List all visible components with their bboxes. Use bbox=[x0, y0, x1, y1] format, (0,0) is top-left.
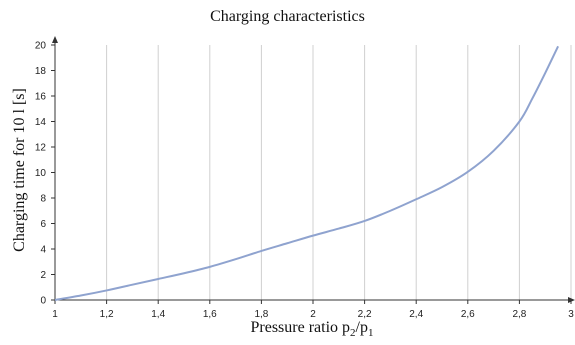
y-tick-label: 4 bbox=[40, 245, 46, 256]
x-tick-label: 2,8 bbox=[512, 309, 526, 320]
series-group bbox=[54, 45, 560, 301]
y-tick-label: 12 bbox=[35, 143, 47, 154]
y-tick-label: 16 bbox=[35, 92, 47, 103]
y-tick-label: 6 bbox=[40, 219, 46, 230]
y-axis-title: Charging time for 10 l [s] bbox=[11, 88, 28, 252]
y-axis-arrow bbox=[52, 36, 58, 43]
y-tick-label: 0 bbox=[40, 296, 46, 307]
y-tick-label: 10 bbox=[35, 168, 47, 179]
x-tick-label: 1,8 bbox=[254, 309, 268, 320]
y-tick-label: 20 bbox=[35, 41, 47, 52]
x-tick-label: 2 bbox=[310, 309, 316, 320]
y-tick-labels: 0 2 4 6 8 10 12 14 16 18 20 bbox=[35, 41, 55, 307]
chart-title: Charging characteristics bbox=[210, 8, 365, 25]
y-tick-label: 14 bbox=[35, 117, 47, 128]
x-tick-label: 2,4 bbox=[409, 309, 423, 320]
y-tick-label: 2 bbox=[40, 270, 46, 281]
x-tick-label: 3 bbox=[568, 309, 574, 320]
x-tick-label: 1,2 bbox=[100, 309, 114, 320]
x-tick-labels: 1 1,2 1,4 1,6 1,8 2 2,2 2,4 2,6 2,8 3 bbox=[52, 300, 574, 320]
x-tick-label: 2,2 bbox=[358, 309, 372, 320]
x-tick-label: 2,6 bbox=[461, 309, 475, 320]
y-tick-label: 18 bbox=[35, 66, 47, 77]
y-tick-label: 8 bbox=[40, 194, 46, 205]
series-line-0 bbox=[54, 45, 560, 301]
x-tick-label: 1,6 bbox=[203, 309, 217, 320]
x-tick-label: 1 bbox=[52, 309, 58, 320]
x-axis-title: Pressure ratio p2/p1 bbox=[251, 319, 374, 339]
x-tick-label: 1,4 bbox=[151, 309, 165, 320]
grid-lines bbox=[106, 45, 572, 300]
